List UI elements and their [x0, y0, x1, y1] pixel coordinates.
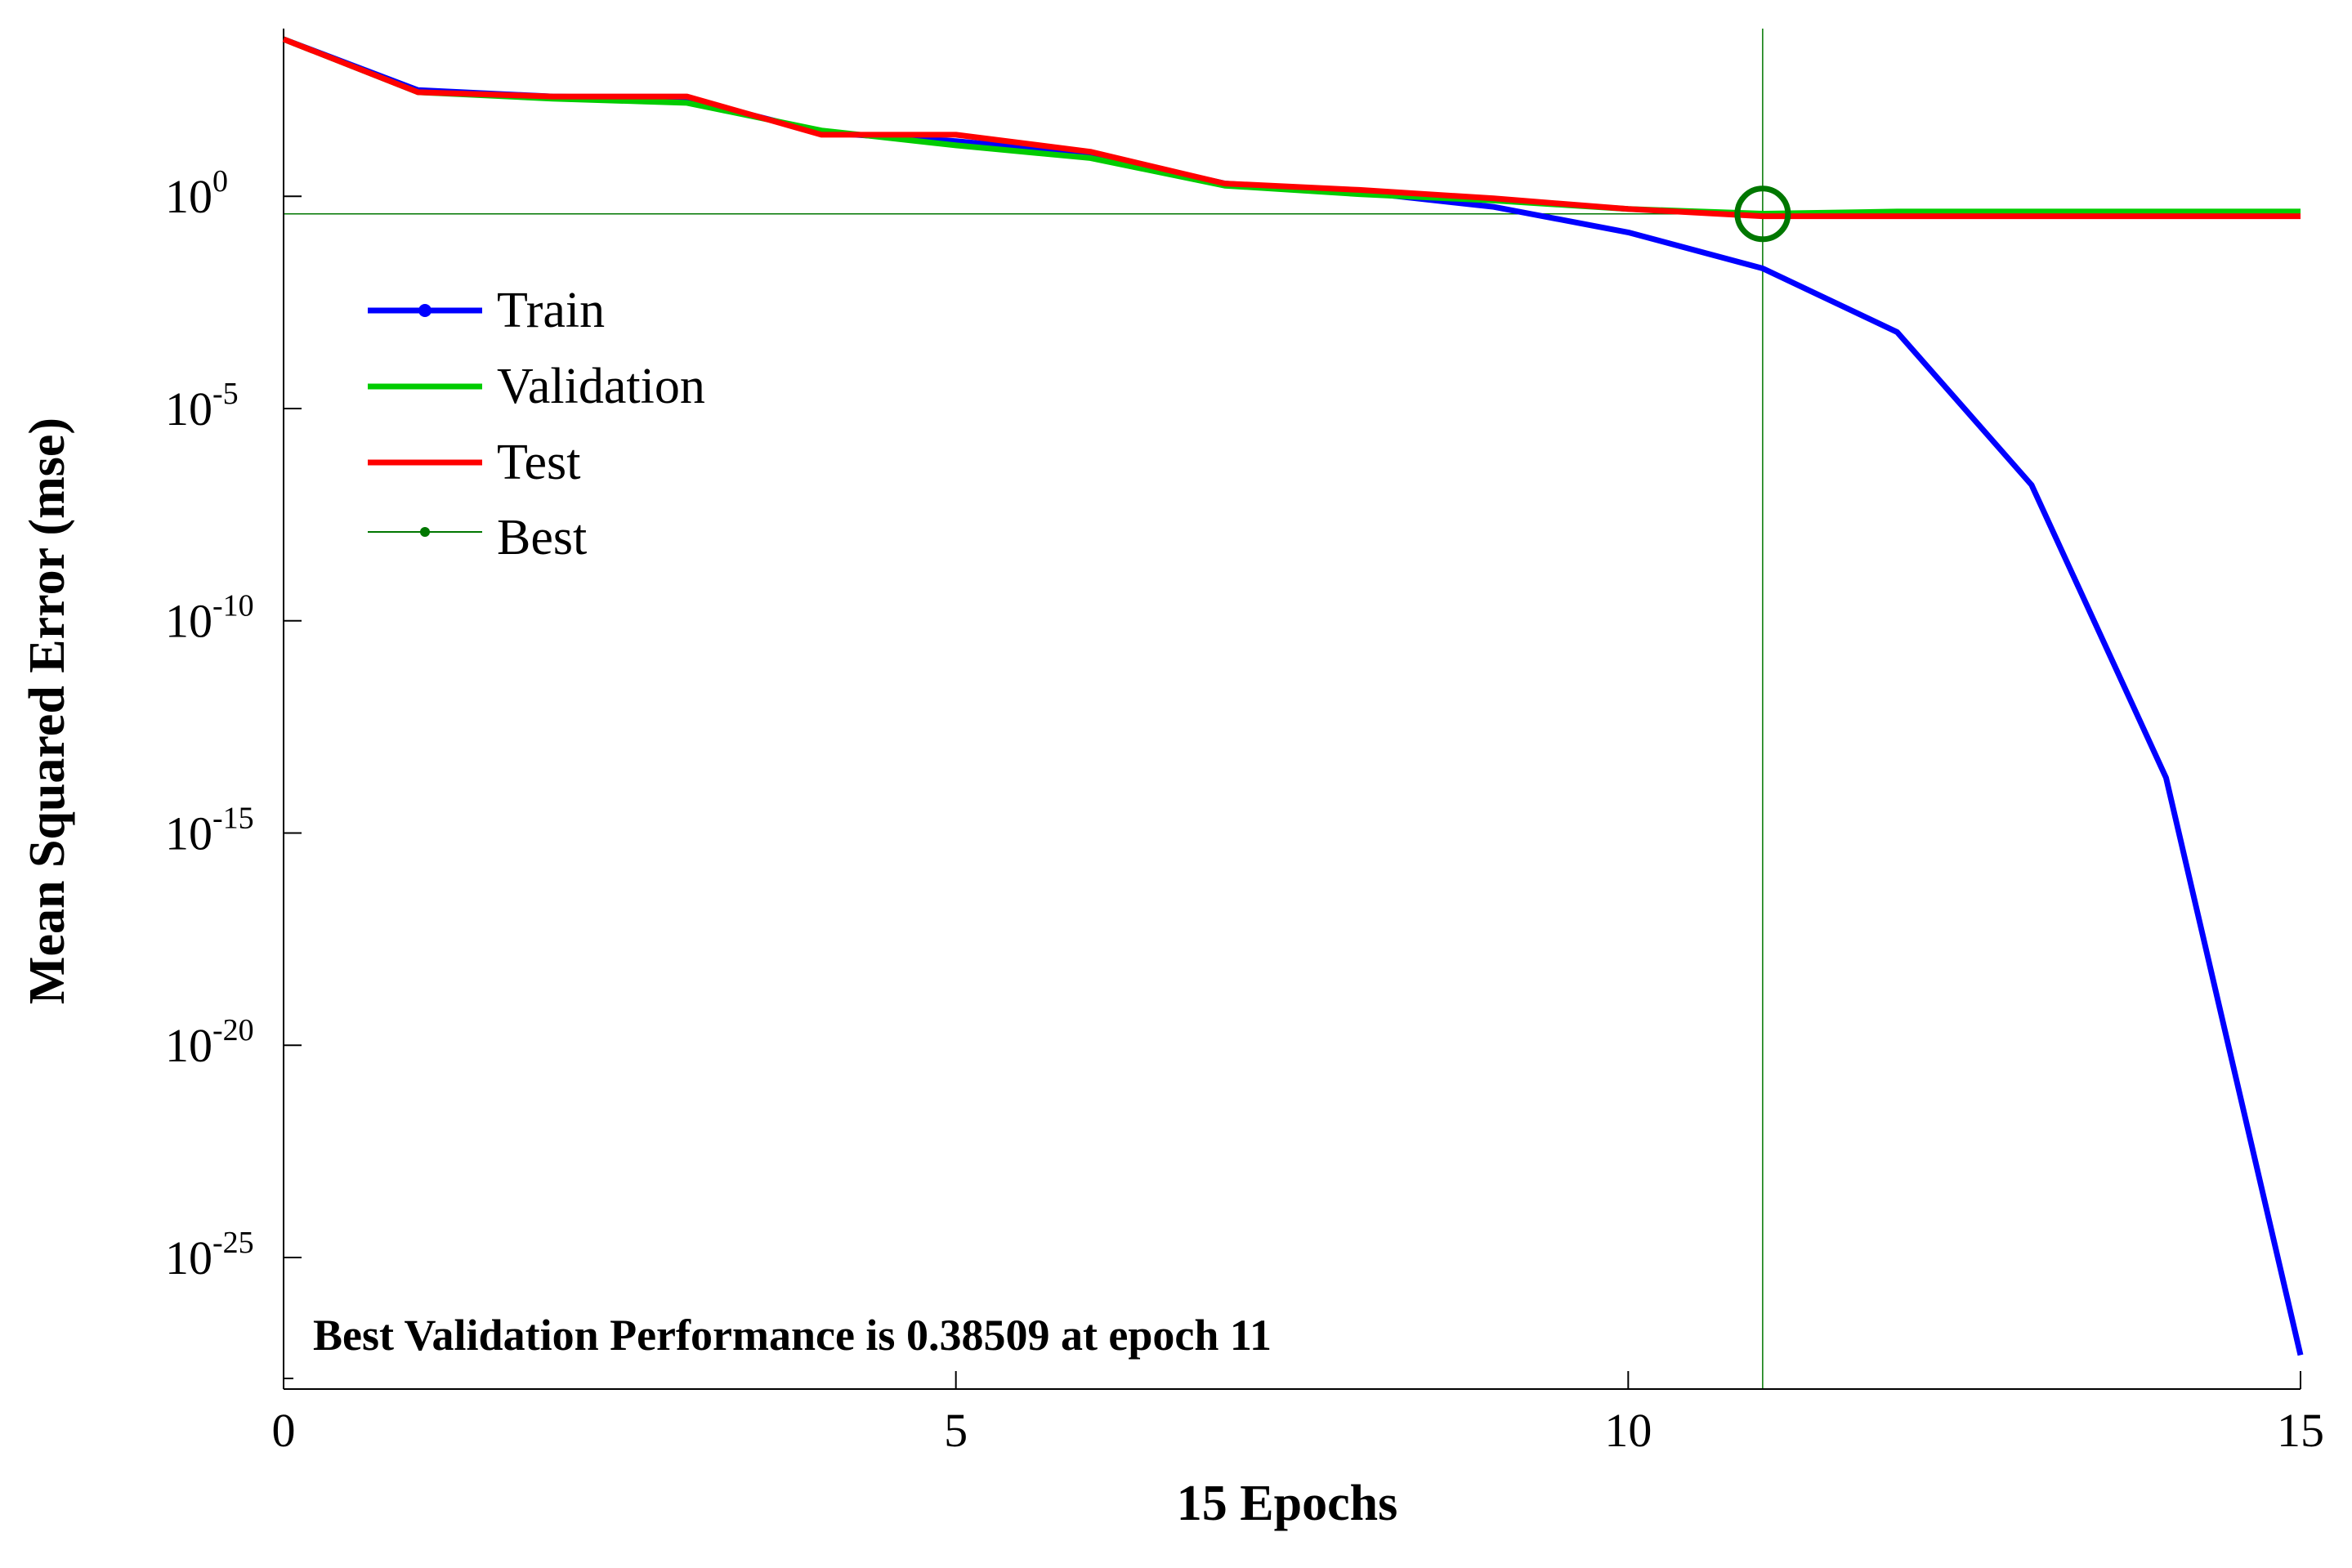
legend-label-best: Best: [497, 510, 587, 565]
best-performance-annotation: Best Validation Performance is 0.38509 a…: [313, 1311, 1272, 1360]
x-tick-label-0: 0: [272, 1404, 296, 1457]
series-line-validation: [282, 36, 2301, 217]
legend-label-train: Train: [497, 283, 605, 338]
y-tick-label--15: 10-15: [165, 801, 254, 860]
legend-marker-best: [420, 527, 430, 537]
legend: Train Validation Test Best: [368, 283, 705, 565]
legend-label-validation: Validation: [497, 359, 705, 414]
y-tick-label--10: 10-10: [165, 589, 254, 648]
legend-label-test: Test: [497, 435, 580, 490]
best-marker-circle: [1734, 185, 1791, 243]
y-tick-label--5: 10-5: [165, 377, 239, 436]
series-line-test: [282, 36, 2301, 220]
legend-marker-train: [418, 304, 431, 317]
y-tick-label--25: 10-25: [165, 1226, 254, 1284]
series-line-train: [282, 36, 2304, 1356]
y-tick-label--20: 10-20: [165, 1013, 254, 1072]
x-tick-label-15: 15: [2277, 1404, 2324, 1457]
x-axis-title: 15 Epochs: [1177, 1476, 1397, 1531]
x-tick-label-5: 5: [944, 1404, 968, 1457]
x-tick-label-10: 10: [1604, 1404, 1652, 1457]
y-axis-title: Mean Squared Error (mse): [20, 418, 75, 1004]
y-tick-label-0: 100: [165, 164, 228, 223]
